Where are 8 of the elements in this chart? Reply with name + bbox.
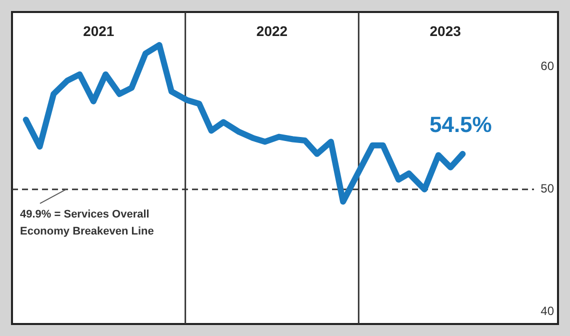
ref-line-label: 49.9% = Services Overall Economy Breakeven Line	[20, 208, 154, 238]
annotation: 54.5%	[429, 112, 492, 137]
x-tick-label: 2021	[83, 23, 114, 39]
y-tick-label: 40	[540, 304, 554, 318]
y-tick-label: 50	[540, 182, 554, 196]
y-tick-label: 60	[540, 59, 554, 74]
x-tick-label: 2022	[256, 23, 288, 39]
x-tick-label: 2023	[430, 23, 462, 39]
